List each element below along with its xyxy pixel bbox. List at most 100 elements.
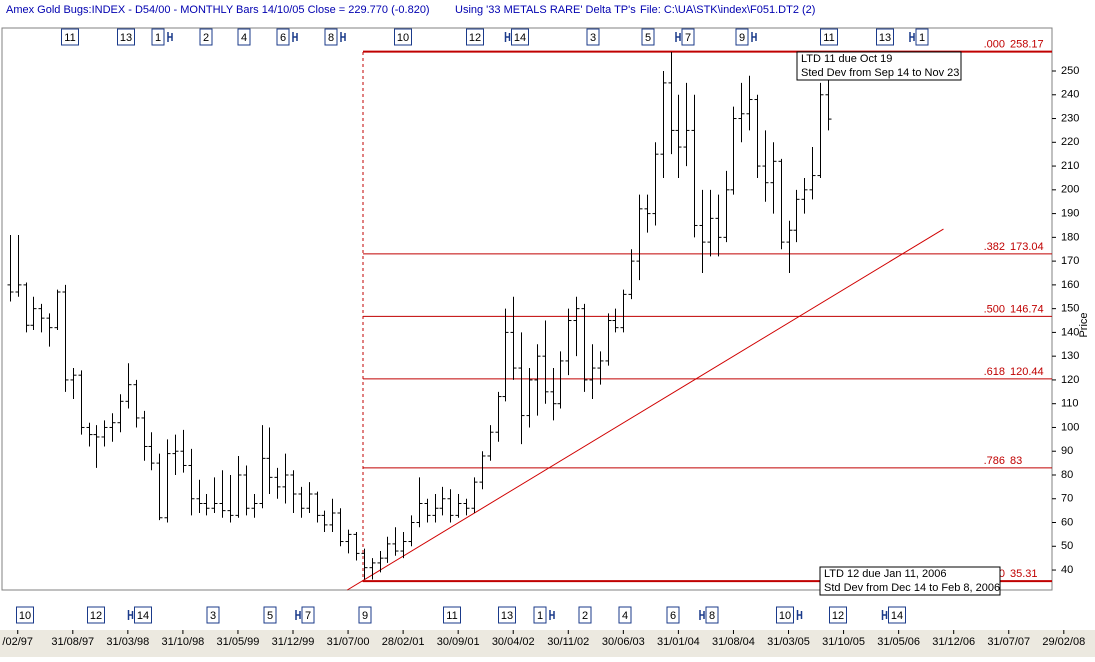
x-tick-label: 30/04/02	[492, 636, 535, 648]
cycle-box	[263, 606, 277, 624]
cycle-box	[61, 28, 79, 46]
y-tick-label: 180	[1061, 231, 1079, 243]
cycle-box	[876, 28, 894, 46]
cycle-label: 12	[90, 610, 102, 622]
cycle-label: 8	[709, 610, 715, 622]
cycle-label: 10	[397, 32, 409, 44]
cycle-symbol	[675, 32, 681, 42]
cycle-label: 14	[514, 32, 526, 44]
cycle-box	[735, 28, 749, 46]
x-tick-label: 31/01/04	[657, 636, 700, 648]
cycle-symbol	[127, 610, 134, 620]
y-tick-label: 60	[1061, 516, 1073, 528]
x-tick-label: 31/12/06	[932, 636, 975, 648]
cycle-symbol	[909, 32, 915, 42]
x-tick-label: 31/05/99	[217, 636, 260, 648]
cycle-box	[915, 28, 929, 46]
cycle-box	[117, 28, 135, 46]
y-tick-label: 210	[1061, 160, 1079, 172]
cycle-symbol	[340, 32, 346, 42]
cycle-label: 5	[267, 610, 273, 622]
y-tick-label: 160	[1061, 279, 1079, 291]
header-file: File: C:\UA\STK\index\F051.DT2 (2)	[640, 4, 815, 16]
x-tick-label: 29/02/08	[1042, 636, 1085, 648]
y-tick-label: 150	[1061, 303, 1079, 315]
y-tick-label: 170	[1061, 255, 1079, 267]
cycle-label: 2	[582, 610, 588, 622]
cycle-box	[586, 28, 600, 46]
x-tick-label: 31/08/97	[51, 636, 94, 648]
x-tick-label: 31/10/05	[822, 636, 865, 648]
cycle-label: 4	[622, 610, 628, 622]
cycle-box	[776, 606, 794, 624]
x-tick-label: 31/12/99	[272, 636, 315, 648]
cycle-label: 10	[779, 610, 791, 622]
cycle-symbol	[167, 32, 173, 42]
cycle-label: 13	[501, 610, 513, 622]
cycle-box	[888, 606, 906, 624]
y-tick-label: 130	[1061, 350, 1079, 362]
cycle-box	[618, 606, 632, 624]
cycle-box	[87, 606, 105, 624]
cycle-symbol	[699, 610, 705, 620]
header-title: Amex Gold Bugs:INDEX - D54/00 - MONTHLY …	[6, 4, 430, 16]
cycle-box	[578, 606, 592, 624]
cycle-box	[498, 606, 516, 624]
fib-ratio: .382	[984, 241, 1005, 253]
cycle-box	[16, 606, 34, 624]
y-tick-label: 100	[1061, 421, 1079, 433]
cycle-label: 3	[590, 32, 596, 44]
cycle-label: 14	[891, 610, 903, 622]
y-tick-label: 240	[1061, 89, 1079, 101]
cycle-box	[237, 28, 251, 46]
cycle-label: 6	[280, 32, 286, 44]
cycle-label: 11	[823, 32, 834, 44]
cycle-label: 5	[645, 32, 651, 44]
y-axis-label: Price	[1078, 312, 1090, 337]
fib-value: 120.44	[1010, 366, 1044, 378]
cycle-box	[705, 606, 719, 624]
cycle-label: 1	[919, 32, 925, 44]
cycle-box	[666, 606, 680, 624]
cycle-symbol	[504, 32, 511, 42]
fib-value: 35.31	[1010, 568, 1038, 580]
x-tick-label: 30/09/01	[437, 636, 480, 648]
cycle-box	[443, 606, 461, 624]
y-tick-label: 40	[1061, 564, 1073, 576]
cycle-label: 1	[537, 610, 543, 622]
cycle-box	[206, 606, 220, 624]
note-box	[796, 51, 962, 81]
y-tick-label: 120	[1061, 374, 1079, 386]
cycle-label: 9	[362, 610, 368, 622]
x-tick-label: /02/97	[2, 636, 33, 648]
fib-value: 146.74	[1010, 303, 1044, 315]
y-tick-label: 90	[1061, 445, 1073, 457]
cycle-box	[199, 28, 213, 46]
cycle-box	[151, 28, 165, 46]
fib-ratio: .618	[984, 366, 1005, 378]
cycle-box	[276, 28, 290, 46]
trendline	[347, 228, 944, 591]
cycle-box	[301, 606, 315, 624]
fib-value: 83	[1010, 455, 1022, 467]
date-strip	[0, 630, 1095, 657]
x-tick-label: 30/06/03	[602, 636, 645, 648]
cycle-box	[533, 606, 547, 624]
cycle-symbol	[549, 610, 555, 620]
x-tick-label: 31/03/05	[767, 636, 810, 648]
cycle-label: 11	[64, 32, 75, 44]
note-text: Sted Dev from Sep 14 to Nov 23	[801, 67, 959, 79]
fib-value: 258.17	[1010, 39, 1044, 51]
y-tick-label: 250	[1061, 65, 1079, 77]
fib-ratio: .500	[984, 303, 1005, 315]
cycle-label: 13	[120, 32, 132, 44]
cycle-label: 10	[19, 610, 31, 622]
note-box	[819, 566, 1001, 596]
x-tick-label: 31/03/98	[106, 636, 149, 648]
cycle-label: 9	[739, 32, 745, 44]
header-system: Using '33 METALS RARE' Delta TP's	[455, 4, 636, 16]
cycle-box	[641, 28, 655, 46]
x-tick-label: 31/05/06	[877, 636, 920, 648]
